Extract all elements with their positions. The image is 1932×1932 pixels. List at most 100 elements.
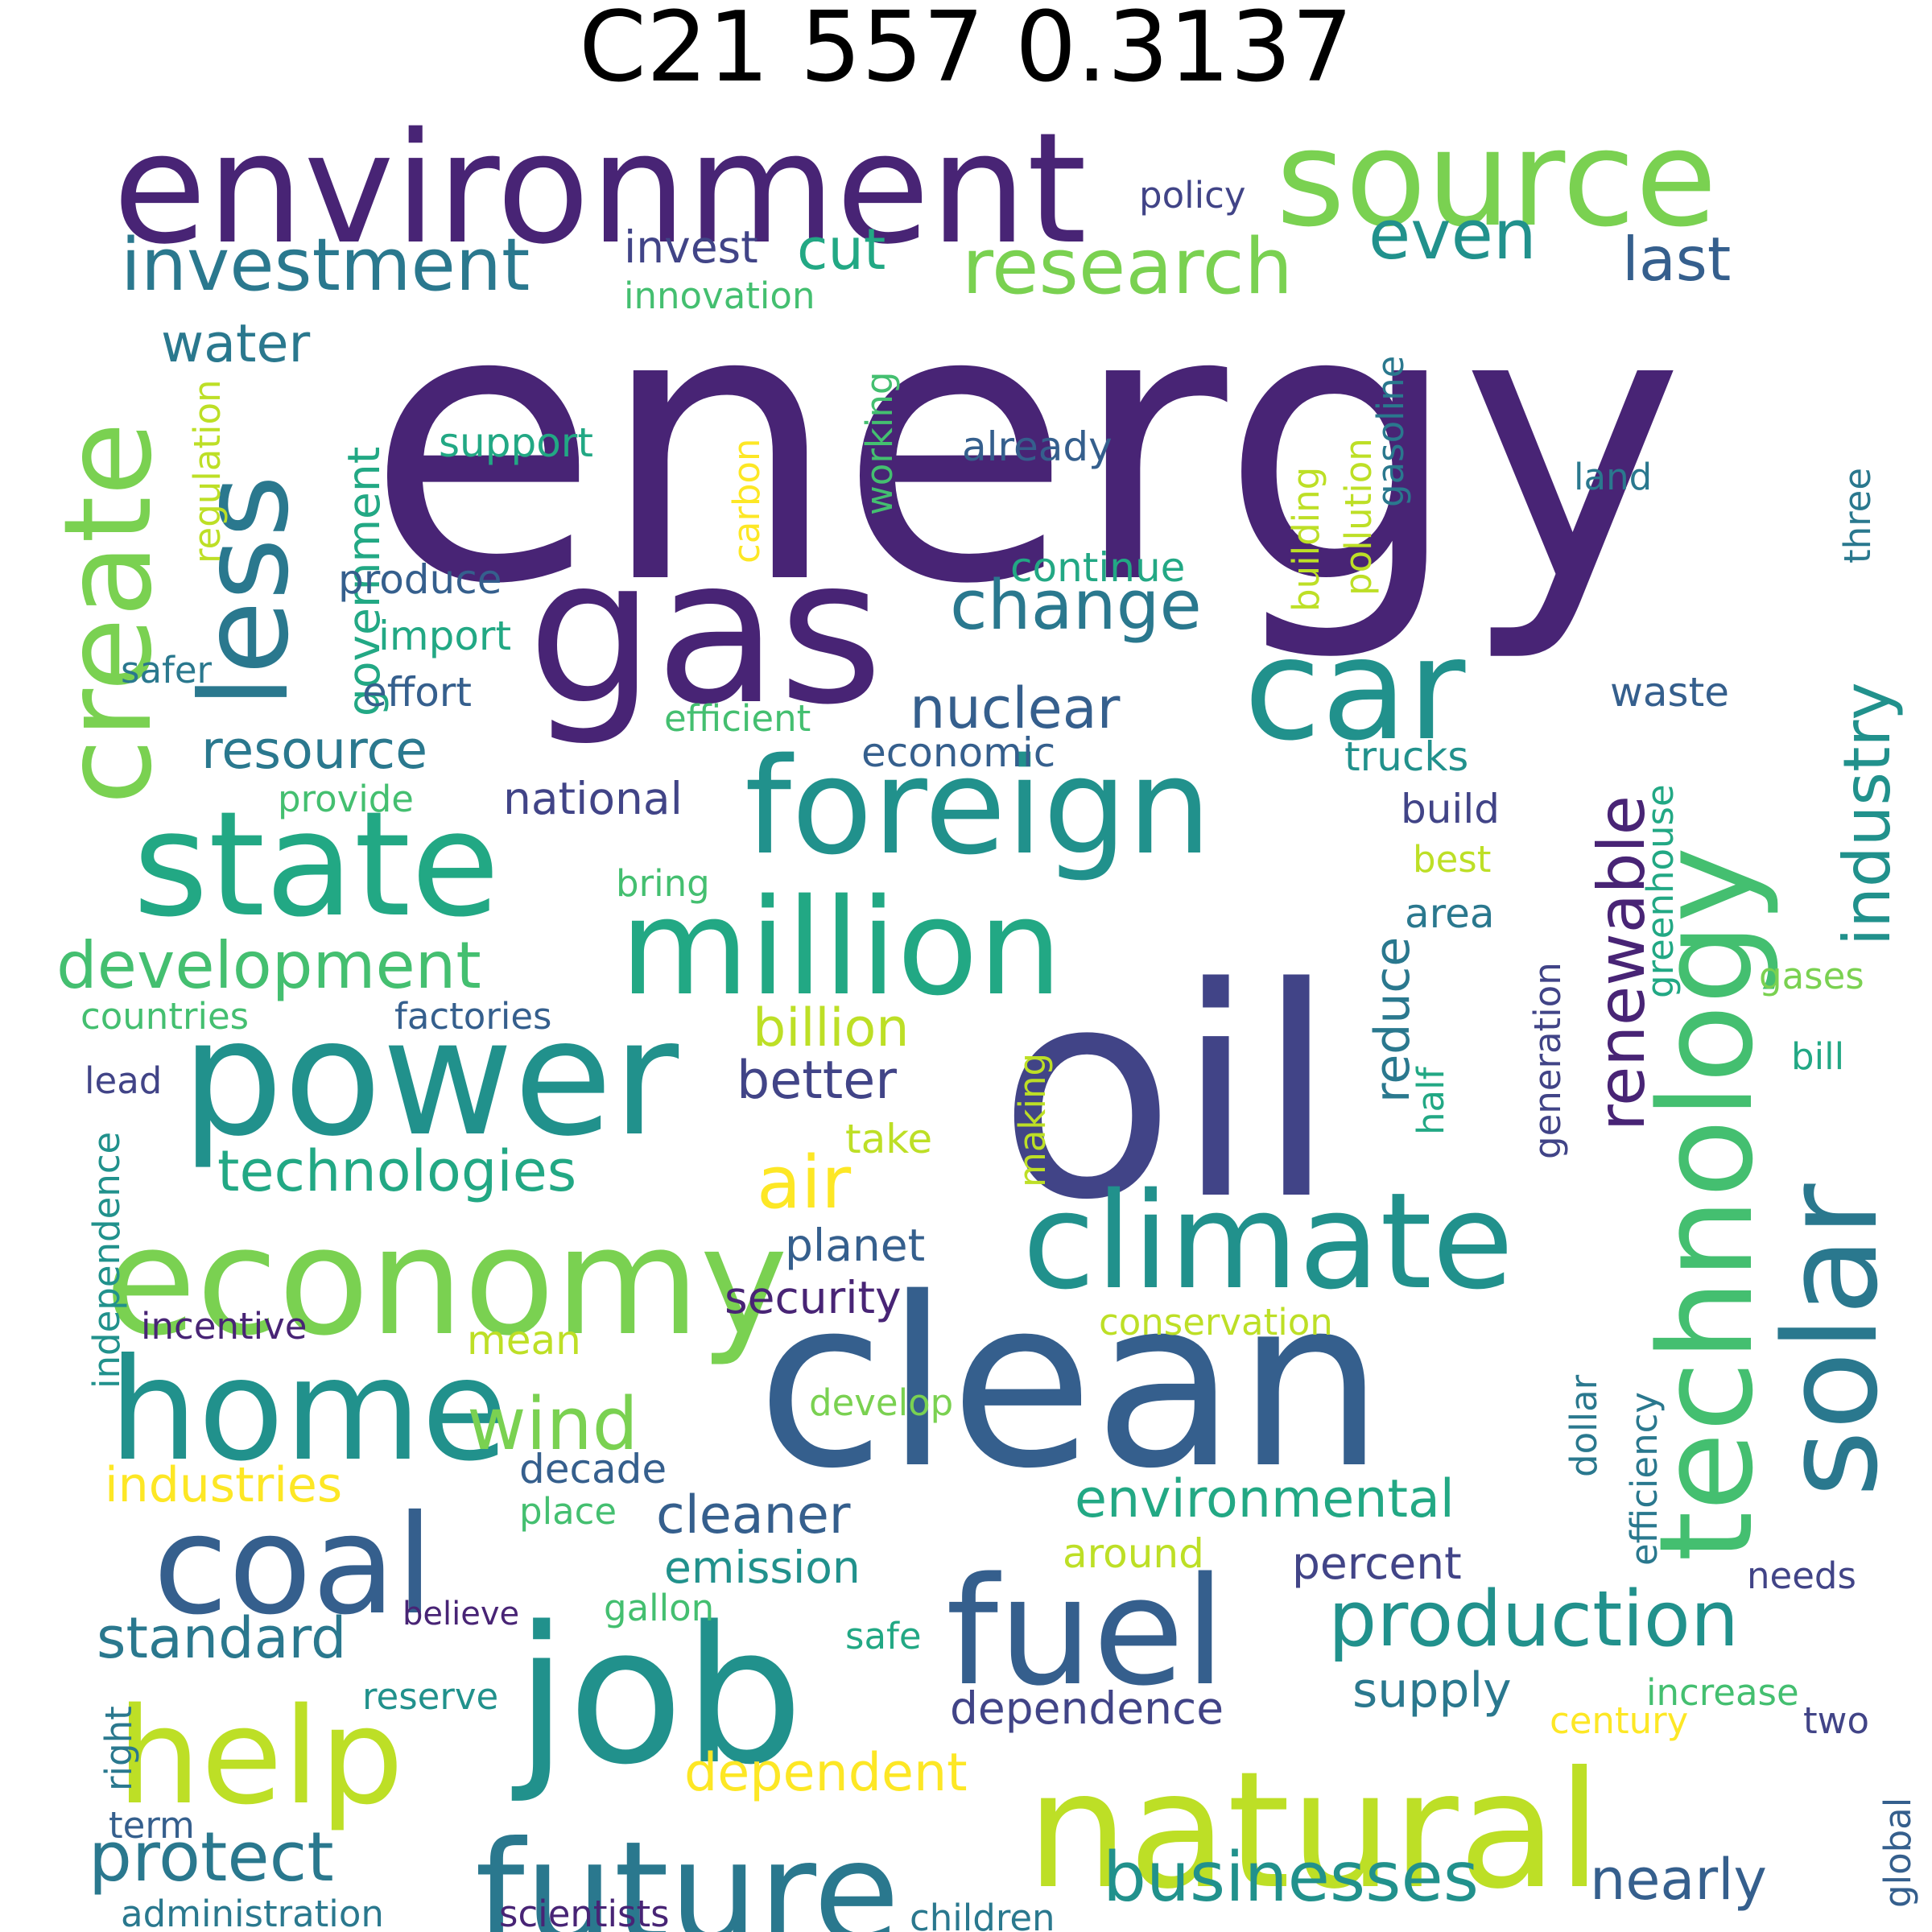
word-half: half [1410, 1067, 1452, 1135]
word-conservation: conservation [1099, 1301, 1333, 1344]
word-industry: industry [1830, 682, 1905, 946]
word-source: source [1276, 101, 1717, 256]
word-factories: factories [394, 995, 552, 1038]
word-power: power [181, 985, 679, 1172]
word-industries: industries [105, 1457, 343, 1513]
word-import: import [378, 613, 512, 659]
word-trucks: trucks [1344, 733, 1469, 780]
word-cut: cut [797, 217, 886, 283]
word-already: already [962, 423, 1113, 470]
word-innovation: innovation [624, 275, 815, 317]
word-protect: protect [89, 1818, 334, 1897]
word-continue: continue [1010, 544, 1186, 591]
word-provide: provide [278, 778, 414, 820]
word-working: working [858, 371, 901, 515]
word-waste: waste [1610, 669, 1729, 716]
word-change: change [950, 566, 1202, 646]
word-economy: economy [105, 1195, 788, 1368]
word-water: water [161, 314, 311, 374]
word-economic: economic [861, 729, 1056, 776]
word-efficiency: efficiency [1623, 1391, 1666, 1566]
word-administration: administration [121, 1893, 384, 1932]
word-fuel: fuel [946, 1545, 1226, 1719]
word-countries: countries [80, 995, 250, 1038]
word-car: car [1244, 609, 1466, 772]
word-create: create [39, 421, 179, 805]
word-coal: coal [153, 1486, 434, 1645]
cloud-title: C21 557 0.3137 [579, 0, 1353, 104]
word-support: support [439, 419, 593, 466]
word-future: future [475, 1812, 900, 1932]
word-dependent: dependent [684, 1743, 968, 1803]
word-build: build [1401, 786, 1500, 832]
word-children: children [910, 1897, 1055, 1932]
word-bring: bring [616, 862, 710, 905]
word-development: development [56, 928, 481, 1003]
word-global: global [1876, 1797, 1919, 1908]
word-carbon: carbon [725, 438, 768, 564]
word-climate: climate [1022, 1164, 1514, 1319]
word-efficient: efficient [664, 697, 811, 740]
word-land: land [1574, 456, 1653, 498]
word-term: term [109, 1804, 195, 1847]
word-gases: gases [1759, 955, 1864, 997]
word-environment: environment [113, 100, 1088, 278]
word-planet: planet [785, 1220, 926, 1271]
word-gas: gas [527, 514, 884, 749]
word-resource: resource [201, 720, 428, 781]
word-invest: invest [624, 221, 758, 273]
word-state: state [133, 781, 500, 949]
word-mean: mean [467, 1317, 581, 1364]
word-century: century [1550, 1699, 1689, 1742]
word-greenhouse: greenhouse [1639, 784, 1682, 998]
word-safer: safer [121, 649, 213, 691]
word-even: even [1368, 196, 1537, 275]
word-place: place [519, 1490, 617, 1533]
word-policy: policy [1139, 174, 1246, 217]
word-oil: oil [998, 926, 1337, 1263]
word-natural: natural [1026, 1737, 1602, 1925]
word-cleaner: cleaner [656, 1485, 851, 1546]
word-gallon: gallon [604, 1587, 715, 1629]
word-effort: effort [362, 669, 472, 716]
word-clean: clean [757, 1249, 1385, 1520]
word-independence: independence [85, 1131, 128, 1389]
word-bill: bill [1791, 1035, 1845, 1078]
word-foreign: foreign [745, 729, 1212, 884]
word-research: research [962, 223, 1293, 312]
word-two: two [1803, 1699, 1869, 1742]
word-needs: needs [1747, 1554, 1856, 1597]
word-help: help [117, 1679, 404, 1834]
word-nearly: nearly [1590, 1847, 1767, 1913]
word-building: building [1285, 466, 1327, 612]
word-three: three [1836, 467, 1879, 564]
word-percent: percent [1292, 1538, 1462, 1589]
word-standard: standard [97, 1605, 347, 1671]
word-energy: energy [366, 226, 1685, 667]
word-solar: solar [1756, 1183, 1906, 1497]
word-making: making [1011, 1052, 1054, 1187]
word-home: home [109, 1329, 509, 1492]
word-believe: believe [402, 1596, 520, 1633]
word-production: production [1328, 1575, 1740, 1664]
word-nuclear: nuclear [910, 675, 1121, 741]
word-dollar: dollar [1563, 1374, 1605, 1477]
word-take: take [845, 1116, 933, 1162]
word-develop: develop [809, 1381, 954, 1424]
word-emission: emission [664, 1542, 861, 1593]
word-national: national [503, 773, 683, 824]
word-gasoline: gasoline [1369, 355, 1412, 507]
word-investment: investment [121, 223, 530, 308]
word-safe: safe [845, 1615, 922, 1657]
word-supply: supply [1352, 1662, 1512, 1719]
word-area: area [1405, 890, 1495, 937]
word-job: job [515, 1587, 804, 1806]
word-lead: lead [85, 1059, 163, 1102]
word-right: right [97, 1706, 140, 1791]
word-last: last [1622, 224, 1732, 295]
word-produce: produce [338, 556, 502, 603]
word-businesses: businesses [1103, 1838, 1480, 1918]
word-wind: wind [467, 1382, 638, 1467]
